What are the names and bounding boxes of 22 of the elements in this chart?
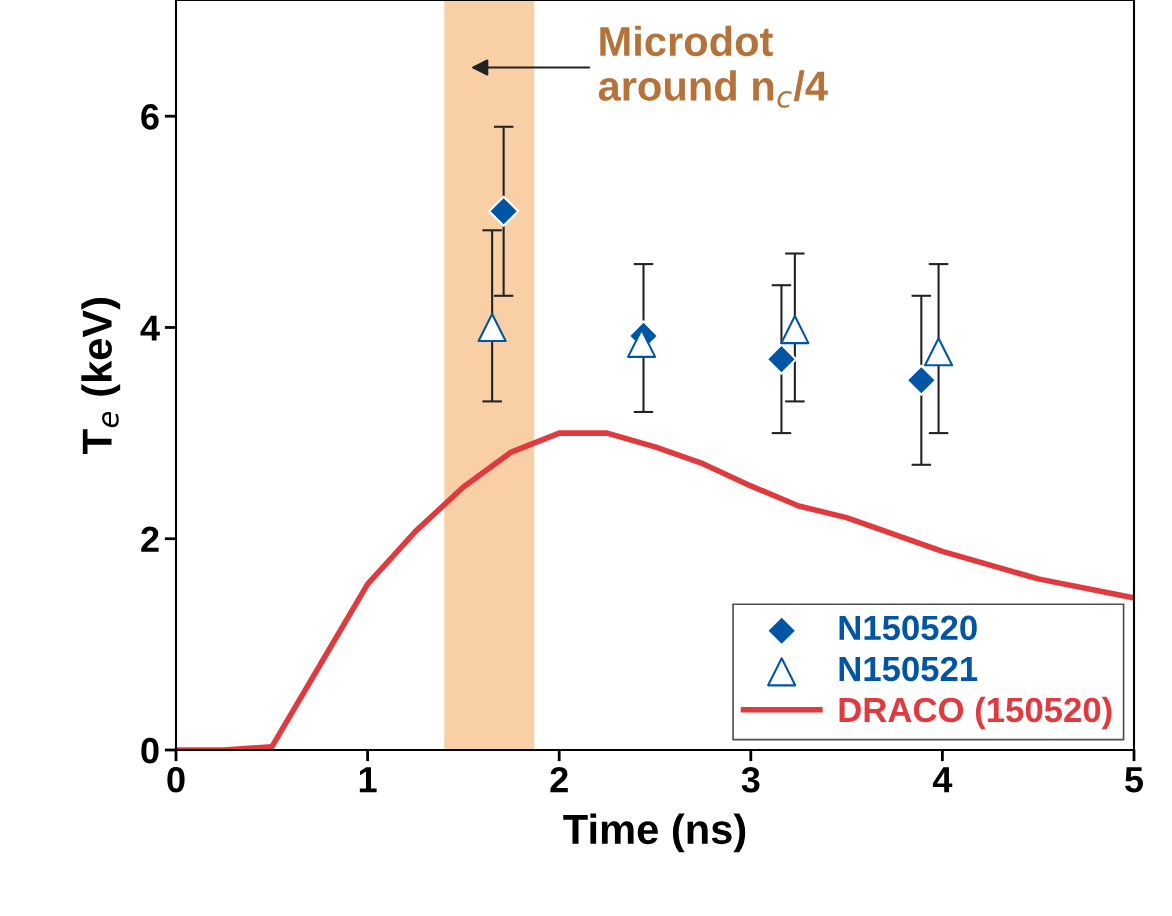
x-tick-label: 0 (167, 766, 185, 793)
legend-label: N150521 (839, 656, 978, 682)
x-tick-label: 3 (741, 766, 760, 793)
point (488, 195, 520, 227)
legend-label: DRACO (150520) (839, 696, 1112, 730)
point (923, 337, 954, 367)
annotation: Microdot around n$_{c}$/4 (598, 25, 828, 108)
y-tick-label: 0 (141, 737, 159, 764)
x-tick-label: 5 (1125, 767, 1144, 793)
y-tick-label: 4 (140, 315, 160, 341)
point (780, 315, 810, 345)
point (765, 343, 798, 375)
y-tick-label: 6 (141, 104, 159, 130)
x-axis-title: Time (ns) (563, 813, 746, 853)
x-tick-label: 1 (359, 767, 377, 793)
legend-label: N150520 (839, 615, 977, 641)
y-tick-label: 2 (141, 526, 159, 552)
point (477, 312, 507, 343)
x-tick-label: 2 (550, 766, 568, 793)
x-tick-label: 4 (932, 767, 953, 793)
point (905, 364, 937, 396)
y-axis-title: T$_{e}$ (keV) (81, 298, 121, 454)
